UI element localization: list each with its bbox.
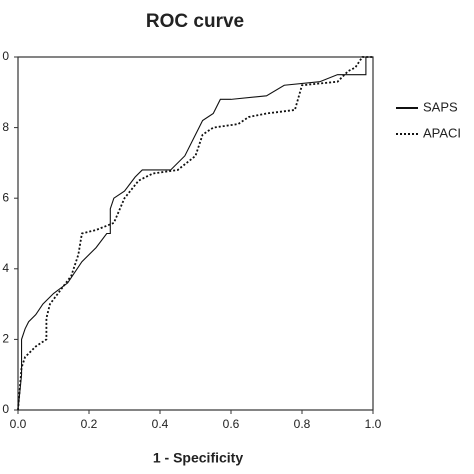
x-tick-label: 0.6 (223, 417, 240, 431)
chart-title: ROC curve (146, 11, 244, 32)
y-tick-label: 4 (2, 261, 9, 275)
x-tick-label: 0.2 (81, 417, 98, 431)
x-tick-label: 0.0 (10, 417, 27, 431)
y-tick-label: 8 (2, 120, 9, 134)
plot-frame (17, 56, 374, 411)
x-tick-label: 0.4 (152, 417, 169, 431)
legend-label: APACI (423, 125, 461, 140)
legend-label: SAPS (423, 99, 458, 114)
y-tick-label: 2 (2, 332, 9, 346)
y-tick-label: 0 (2, 49, 9, 63)
roc-curve (17, 56, 373, 411)
roc-curve (17, 56, 373, 411)
y-tick-label: 6 (2, 190, 9, 204)
x-tick-label: 0.8 (294, 417, 311, 431)
y-tick-label: 0 (2, 402, 9, 416)
x-tick-label: 1.0 (365, 417, 382, 431)
x-axis-label: 1 - Specificity (153, 450, 243, 466)
